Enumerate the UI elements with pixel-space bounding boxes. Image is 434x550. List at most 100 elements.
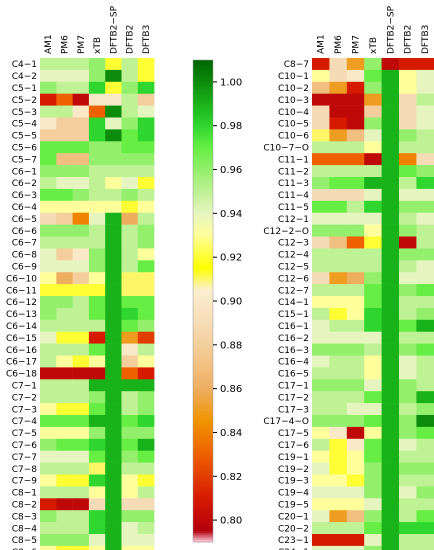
- heatmap-cell: [312, 510, 330, 523]
- heatmap-cell: [105, 462, 122, 475]
- column-label-xtb: xTB: [369, 37, 379, 54]
- heatmap-cell: [329, 153, 348, 166]
- heatmap-cell: [137, 498, 155, 511]
- heatmap-cell: [40, 391, 57, 404]
- row-label: C16−4: [278, 358, 309, 368]
- heatmap-cell: [346, 474, 365, 487]
- heatmap-cell: [416, 129, 434, 142]
- heatmap-cell: [137, 438, 155, 451]
- heatmap-cell: [381, 522, 400, 535]
- row-label: C6−8: [12, 251, 38, 261]
- heatmap-cell: [381, 58, 400, 71]
- heatmap-cell: [121, 58, 139, 71]
- heatmap-cell: [137, 296, 155, 309]
- heatmap-cell: [137, 343, 155, 356]
- heatmap-cell: [312, 486, 330, 499]
- colorbar-segment: [193, 285, 213, 289]
- row-label: C10−4: [278, 108, 309, 118]
- heatmap-cell: [312, 319, 330, 332]
- colorbar-segment: [193, 261, 213, 265]
- heatmap-cell: [329, 58, 348, 71]
- heatmap-cell: [364, 165, 382, 178]
- heatmap-cell: [56, 343, 73, 356]
- colorbar-segment: [193, 154, 213, 157]
- colorbar-segment: [193, 338, 213, 341]
- heatmap-cell: [72, 272, 90, 285]
- heatmap-cell: [121, 177, 139, 190]
- heatmap-cell: [312, 69, 330, 83]
- heatmap-cell: [399, 248, 417, 261]
- colorbar-tick-label: 0.84: [220, 428, 242, 439]
- heatmap-cell: [88, 117, 106, 130]
- heatmap-cell: [88, 319, 106, 332]
- colorbar-segment: [193, 401, 213, 405]
- heatmap-cell: [364, 236, 382, 249]
- heatmap-cell: [40, 58, 57, 71]
- heatmap-cell: [329, 93, 348, 106]
- colorbar-segment: [193, 86, 213, 89]
- heatmap-cell: [399, 498, 417, 511]
- heatmap-cell: [56, 284, 73, 297]
- heatmap-cell: [56, 296, 73, 309]
- row-label: C17−6: [278, 441, 309, 451]
- heatmap-cell: [88, 450, 106, 463]
- heatmap-cell: [312, 248, 330, 261]
- heatmap-cell: [56, 224, 73, 237]
- heatmap-cell: [72, 319, 90, 332]
- row-label: C12−3: [278, 239, 309, 249]
- heatmap-cell: [399, 212, 417, 225]
- heatmap-cell: [346, 153, 365, 166]
- heatmap-cell: [399, 426, 417, 440]
- heatmap-cell: [312, 236, 330, 249]
- heatmap-cell: [40, 355, 57, 368]
- heatmap-cell: [381, 200, 400, 213]
- heatmap-cell: [72, 450, 90, 463]
- heatmap-cell: [88, 260, 106, 273]
- heatmap-cell: [416, 153, 434, 166]
- heatmap-cell: [105, 212, 122, 225]
- heatmap-cell: [399, 81, 417, 94]
- colorbar-segment: [193, 362, 213, 365]
- colorbar-segment: [193, 191, 213, 195]
- heatmap-cell: [121, 367, 139, 380]
- colorbar-segment: [193, 84, 213, 87]
- heatmap-cell: [364, 129, 382, 142]
- heatmap-cell: [137, 69, 155, 83]
- heatmap-cell: [72, 212, 90, 225]
- heatmap-cell: [364, 153, 382, 166]
- heatmap-cell: [88, 58, 106, 71]
- heatmap-cell: [381, 69, 400, 83]
- row-label: C7−1: [12, 381, 37, 391]
- heatmap-cell: [329, 224, 348, 237]
- heatmap-cell: [40, 141, 57, 154]
- heatmap-cell: [364, 200, 382, 213]
- heatmap-cell: [88, 438, 106, 451]
- heatmap-cell: [121, 331, 139, 344]
- heatmap-cell: [399, 415, 417, 428]
- colorbar-segment: [193, 412, 213, 416]
- colorbar-segment: [193, 136, 213, 140]
- colorbar-segment: [193, 491, 213, 495]
- colorbar-segment: [193, 399, 213, 403]
- heatmap-cell: [381, 534, 400, 547]
- heatmap-cell: [364, 188, 382, 202]
- heatmap-cell: [346, 343, 365, 356]
- column-label-dftb3: DFTB3: [421, 25, 431, 54]
- heatmap-cell: [312, 224, 330, 237]
- row-label: C11−1: [278, 155, 309, 165]
- heatmap-cell: [72, 177, 90, 190]
- column-label-dftb3: DFTB3: [142, 25, 152, 54]
- colorbar-segment: [193, 127, 213, 131]
- heatmap-cell: [346, 522, 365, 535]
- colorbar-tick-label: 0.98: [220, 121, 242, 132]
- heatmap-cell: [329, 165, 348, 178]
- heatmap-cell: [121, 391, 139, 404]
- colorbar-segment: [193, 347, 213, 350]
- colorbar-segment: [193, 528, 213, 532]
- heatmap-cell: [416, 403, 434, 416]
- heatmap-cell: [105, 248, 122, 261]
- heatmap-cell: [121, 296, 139, 309]
- heatmap-cell: [346, 117, 365, 130]
- row-label: C7−4: [12, 417, 38, 427]
